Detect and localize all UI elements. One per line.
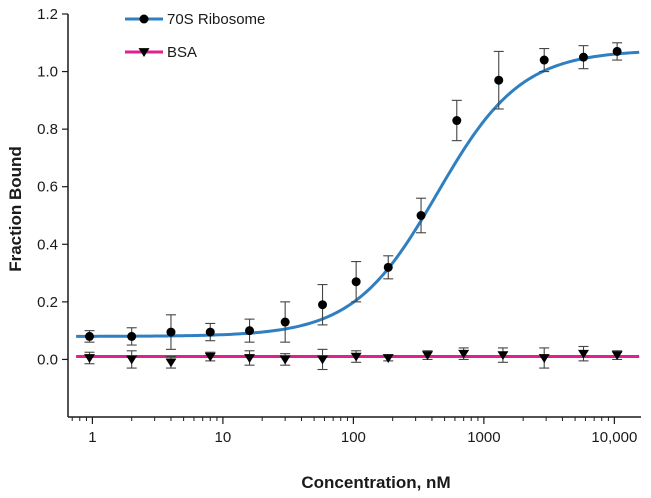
data-point-70s-ribosome	[318, 300, 328, 310]
data-point-70s-ribosome	[85, 331, 95, 341]
y-tick-label: 0.0	[37, 351, 58, 368]
data-point-bsa	[577, 349, 589, 359]
y-tick-label: 0.4	[37, 236, 58, 253]
data-point-bsa	[458, 349, 470, 359]
data-point-70s-ribosome	[578, 52, 588, 62]
y-axis-title: Fraction Bound	[6, 146, 25, 272]
legend-label-bsa: BSA	[167, 44, 197, 61]
fit-curve-70s-ribosome	[76, 50, 640, 338]
data-point-70s-ribosome	[452, 116, 462, 126]
data-point-70s-ribosome	[127, 331, 137, 341]
data-point-70s-ribosome	[416, 211, 426, 220]
data-point-bsa	[538, 354, 550, 363]
y-tick-label: 0.8	[37, 121, 58, 138]
legend-label-70s-ribosome: 70S Ribosome	[167, 11, 265, 28]
data-point-70s-ribosome	[205, 327, 215, 337]
fit-curves	[76, 50, 640, 359]
data-point-70s-ribosome	[494, 75, 504, 85]
data-point-bsa	[422, 351, 434, 361]
data-point-bsa	[497, 351, 509, 361]
x-tick-label: 1000	[467, 429, 500, 446]
legend-marker-bsa	[138, 48, 150, 57]
data-point-bsa	[165, 358, 177, 368]
data-point-70s-ribosome	[383, 262, 393, 272]
data-point-bsa	[279, 355, 291, 365]
data-point-bsa	[611, 351, 623, 361]
data-point-bsa	[317, 355, 329, 365]
y-tick-label: 0.2	[37, 294, 58, 311]
data-point-70s-ribosome	[351, 277, 361, 287]
x-axis-title: Concentration, nM	[301, 473, 450, 492]
x-tick-label: 1	[88, 429, 96, 446]
data-point-bsa	[350, 352, 362, 362]
x-tick-label: 10	[215, 429, 232, 446]
y-tick-label: 1.2	[37, 6, 58, 23]
legend-marker-70s-ribosome	[139, 14, 149, 24]
y-tick-label: 0.6	[37, 179, 58, 196]
data-point-bsa	[204, 352, 216, 362]
data-point-70s-ribosome	[280, 317, 290, 327]
data-point-bsa	[382, 354, 394, 363]
data-point-bsa	[244, 354, 256, 363]
data-point-70s-ribosome	[166, 327, 176, 337]
data-point-bsa	[126, 355, 138, 365]
x-tick-label: 10,000	[591, 429, 637, 446]
data-markers	[84, 42, 623, 371]
y-tick-label: 1.0	[37, 64, 58, 81]
legend: 70S Ribosome BSA	[125, 11, 265, 61]
data-point-70s-ribosome	[612, 46, 622, 56]
data-point-bsa	[84, 354, 96, 363]
data-point-70s-ribosome	[245, 326, 255, 336]
axes: 0.0 0.2 0.4 0.6 0.8 1.0 1.2 1 10 100 1000 10,000	[37, 6, 641, 446]
data-point-70s-ribosome	[539, 55, 549, 65]
x-tick-label: 100	[341, 429, 366, 446]
